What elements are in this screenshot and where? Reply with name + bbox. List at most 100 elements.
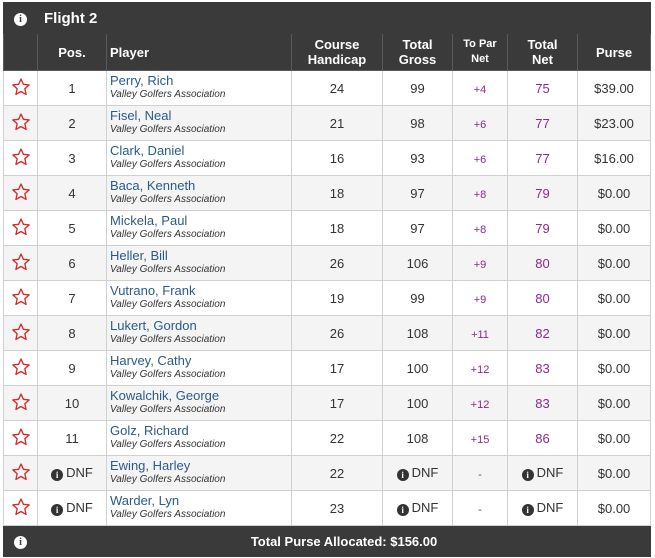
course-handicap: 19	[291, 280, 383, 316]
star-icon[interactable]	[11, 77, 31, 100]
position: 4	[68, 185, 76, 201]
header-course-handicap[interactable]: Course Handicap	[291, 33, 383, 71]
player-name-link[interactable]: Vutrano, Frank	[110, 283, 196, 298]
player-name-link[interactable]: Clark, Daniel	[110, 143, 185, 158]
total-gross: 108	[406, 430, 429, 446]
star-icon[interactable]	[11, 462, 31, 485]
info-icon[interactable]: i	[521, 504, 534, 516]
leaderboard: i Flight 2 Pos. Player Course Handicap To…	[3, 2, 652, 557]
to-par-net: +6	[473, 118, 487, 131]
star-icon[interactable]	[11, 392, 31, 415]
total-gross-cell: 97	[382, 210, 453, 246]
header-total-net[interactable]: Total Net	[507, 33, 578, 71]
player-association: Valley Golfers Association	[110, 89, 226, 100]
star-icon[interactable]	[11, 427, 31, 450]
footer-row: i Total Purse Allocated: $156.00	[3, 525, 652, 557]
star-icon[interactable]	[11, 497, 31, 520]
course-handicap: 21	[291, 105, 383, 141]
header-purse[interactable]: Purse	[576, 33, 652, 71]
player-name-link[interactable]: Mickela, Paul	[110, 213, 188, 228]
info-icon[interactable]: i	[521, 469, 534, 481]
position: 5	[68, 220, 76, 236]
player-cell: Ewing, Harley Valley Golfers Association	[106, 455, 292, 491]
to-par-net-cell: +6	[452, 105, 508, 141]
player-cell: Golz, Richard Valley Golfers Association	[106, 420, 292, 456]
to-par-net: +12	[470, 398, 490, 411]
player-name-link[interactable]: Kowalchik, George	[110, 388, 220, 403]
player-name-link[interactable]: Lukert, Gordon	[110, 318, 197, 333]
total-net: 77	[535, 115, 550, 131]
total-gross: 99	[410, 80, 425, 96]
star-icon[interactable]	[11, 252, 31, 275]
to-par-net: +11	[471, 328, 489, 341]
pos-cell: 10	[37, 385, 107, 421]
to-par-net: +4	[473, 83, 487, 96]
total-net-cell: 77	[507, 105, 578, 141]
player-name-link[interactable]: Fisel, Neal	[110, 108, 172, 123]
to-par-net-cell: -	[452, 455, 508, 491]
player-name-link[interactable]: Ewing, Harley	[110, 458, 191, 473]
purse: $39.00	[576, 70, 652, 106]
course-handicap: 26	[291, 315, 383, 351]
star-icon[interactable]	[11, 287, 31, 310]
to-par-net: +15	[470, 433, 490, 446]
header-total-gross-line1: Total	[402, 37, 433, 52]
player-cell: Baca, Kenneth Valley Golfers Association	[106, 175, 292, 211]
player-name-link[interactable]: Golz, Richard	[110, 423, 189, 438]
player-name-link[interactable]: Warder, Lyn	[110, 493, 180, 508]
header-total-gross[interactable]: Total Gross	[382, 33, 453, 71]
player-name-link[interactable]: Perry, Rich	[110, 73, 174, 88]
favorite-cell	[3, 420, 38, 456]
info-icon[interactable]: i	[396, 469, 409, 481]
table-row: 8 Lukert, Gordon Valley Golfers Associatio…	[3, 315, 652, 351]
star-icon[interactable]	[11, 147, 31, 170]
pos-cell: 9	[37, 350, 107, 386]
table-row: 7 Vutrano, Frank Valley Golfers Associatio…	[3, 280, 652, 316]
position: 9	[68, 360, 76, 376]
leaderboard-table: i Flight 2 Pos. Player Course Handicap To…	[3, 2, 652, 557]
player-name-link[interactable]: Harvey, Cathy	[110, 353, 192, 368]
star-icon[interactable]	[11, 357, 31, 380]
info-icon[interactable]: i	[51, 469, 64, 481]
total-net-cell: 80	[507, 245, 578, 281]
header-to-par-net-line2: Net	[471, 53, 489, 65]
info-icon[interactable]: i	[396, 504, 409, 516]
course-handicap: 22	[291, 455, 383, 491]
total-gross-cell: 100	[382, 385, 453, 421]
pos-cell: 7	[37, 280, 107, 316]
star-icon[interactable]	[11, 217, 31, 240]
course-handicap: 22	[291, 420, 383, 456]
purse: $0.00	[576, 175, 652, 211]
player-name-link[interactable]: Heller, Bill	[110, 248, 168, 263]
header-pos[interactable]: Pos.	[37, 33, 107, 71]
to-par-net: +8	[473, 223, 487, 236]
player-cell: Heller, Bill Valley Golfers Association	[106, 245, 292, 281]
total-gross: DNF	[411, 465, 439, 480]
info-icon[interactable]: i	[51, 504, 64, 516]
player-cell: Mickela, Paul Valley Golfers Association	[106, 210, 292, 246]
purse: $0.00	[576, 315, 652, 351]
player-name-link[interactable]: Baca, Kenneth	[110, 178, 196, 193]
header-player[interactable]: Player	[106, 33, 292, 71]
player-cell: Lukert, Gordon Valley Golfers Association	[106, 315, 292, 351]
header-course-handicap-line1: Course	[314, 37, 360, 52]
player-association: Valley Golfers Association	[110, 509, 226, 520]
player-association: Valley Golfers Association	[110, 194, 226, 205]
column-header-row: Pos. Player Course Handicap Total Gross To…	[3, 33, 652, 71]
total-net: 83	[535, 360, 550, 376]
total-net-cell: i DNF	[507, 490, 578, 526]
position: 7	[68, 290, 76, 306]
star-icon[interactable]	[11, 322, 31, 345]
player-association: Valley Golfers Association	[110, 439, 226, 450]
total-gross-cell: 100	[382, 350, 453, 386]
total-net-cell: 83	[507, 385, 578, 421]
pos-cell: i DNF	[37, 455, 107, 491]
total-net-cell: 80	[507, 280, 578, 316]
star-icon[interactable]	[11, 182, 31, 205]
star-icon[interactable]	[11, 112, 31, 135]
total-net-cell: 86	[507, 420, 578, 456]
info-icon[interactable]: i	[14, 13, 27, 26]
header-to-par-net[interactable]: To Par Net	[452, 33, 508, 71]
info-icon[interactable]: i	[14, 536, 27, 549]
leaderboard-rows: 1 Perry, Rich Valley Golfers Association 24…	[3, 70, 652, 526]
